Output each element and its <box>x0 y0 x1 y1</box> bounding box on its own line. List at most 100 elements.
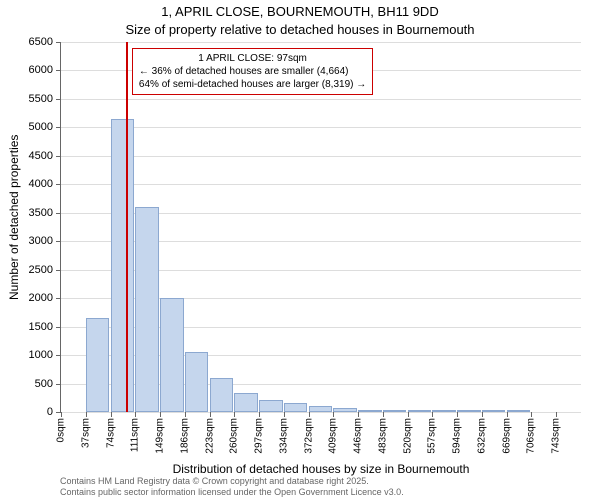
xtick <box>457 412 458 417</box>
ytick <box>56 70 61 71</box>
gridline <box>61 184 581 185</box>
xtick <box>358 412 359 417</box>
xtick-label: 632sqm <box>476 418 487 454</box>
ytick <box>56 298 61 299</box>
ytick-label: 2000 <box>29 292 53 304</box>
histogram-bar <box>383 410 407 412</box>
xtick-label: 372sqm <box>303 418 314 454</box>
xtick <box>507 412 508 417</box>
annotation-line2: ← 36% of detached houses are smaller (4,… <box>139 65 366 78</box>
xtick <box>383 412 384 417</box>
gridline <box>61 412 581 413</box>
ytick-label: 3500 <box>29 207 53 219</box>
plot-area: Distribution of detached houses by size … <box>60 42 581 413</box>
xtick-label: 483sqm <box>377 418 388 454</box>
xtick <box>234 412 235 417</box>
annotation-line3: 64% of semi-detached houses are larger (… <box>139 78 366 91</box>
ytick <box>56 42 61 43</box>
histogram-bar <box>135 207 159 412</box>
xtick <box>333 412 334 417</box>
histogram-bar <box>408 410 432 412</box>
ytick-label: 4500 <box>29 150 53 162</box>
histogram-bar <box>160 298 184 412</box>
xtick <box>432 412 433 417</box>
xtick <box>482 412 483 417</box>
ytick-label: 6000 <box>29 64 53 76</box>
gridline <box>61 156 581 157</box>
histogram-bar <box>457 410 481 412</box>
ytick-label: 5500 <box>29 93 53 105</box>
histogram-bar <box>210 378 234 412</box>
xtick <box>531 412 532 417</box>
ytick <box>56 127 61 128</box>
xtick-label: 186sqm <box>179 418 190 454</box>
chart-title: 1, APRIL CLOSE, BOURNEMOUTH, BH11 9DD <box>0 4 600 19</box>
ytick-label: 1500 <box>29 321 53 333</box>
xtick-label: 669sqm <box>501 418 512 454</box>
histogram-bar <box>86 318 110 412</box>
xtick-label: 594sqm <box>452 418 463 454</box>
ytick <box>56 99 61 100</box>
histogram-bar <box>309 406 333 412</box>
xtick-label: 297sqm <box>254 418 265 454</box>
ytick <box>56 270 61 271</box>
xtick <box>61 412 62 417</box>
ytick <box>56 384 61 385</box>
ytick-label: 4000 <box>29 178 53 190</box>
histogram-bar <box>358 410 382 412</box>
histogram-bar <box>507 410 531 412</box>
gridline <box>61 127 581 128</box>
footer-line1: Contains HM Land Registry data © Crown c… <box>60 476 404 487</box>
ytick <box>56 184 61 185</box>
marker-line <box>126 42 128 412</box>
chart-container: 1, APRIL CLOSE, BOURNEMOUTH, BH11 9DD Si… <box>0 0 600 500</box>
annotation-line1: 1 APRIL CLOSE: 97sqm <box>139 52 366 65</box>
xtick-label: 149sqm <box>155 418 166 454</box>
xtick <box>408 412 409 417</box>
ytick-label: 6500 <box>29 36 53 48</box>
histogram-bar <box>111 119 135 412</box>
xtick-label: 446sqm <box>353 418 364 454</box>
xtick <box>309 412 310 417</box>
ytick <box>56 327 61 328</box>
xtick-label: 334sqm <box>278 418 289 454</box>
gridline <box>61 42 581 43</box>
xtick-label: 0sqm <box>56 418 67 442</box>
histogram-bar <box>185 352 209 412</box>
xtick <box>259 412 260 417</box>
xtick-label: 111sqm <box>130 418 141 452</box>
histogram-bar <box>284 403 308 412</box>
ytick <box>56 241 61 242</box>
histogram-bar <box>333 408 357 412</box>
xtick-label: 706sqm <box>526 418 537 454</box>
gridline <box>61 99 581 100</box>
xtick-label: 743sqm <box>551 418 562 454</box>
xaxis-title: Distribution of detached houses by size … <box>61 462 581 476</box>
xtick <box>160 412 161 417</box>
xtick <box>210 412 211 417</box>
histogram-bar <box>432 410 456 412</box>
xtick-label: 260sqm <box>229 418 240 454</box>
xtick <box>135 412 136 417</box>
annotation-box: 1 APRIL CLOSE: 97sqm← 36% of detached ho… <box>132 48 373 95</box>
ytick-label: 500 <box>35 378 53 390</box>
ytick-label: 5000 <box>29 121 53 133</box>
xtick-label: 520sqm <box>402 418 413 454</box>
xtick-label: 557sqm <box>427 418 438 454</box>
xtick-label: 37sqm <box>80 418 91 448</box>
footer-line2: Contains public sector information licen… <box>60 487 404 498</box>
histogram-bar <box>482 410 506 412</box>
ytick-label: 0 <box>47 406 53 418</box>
ytick-label: 2500 <box>29 264 53 276</box>
ytick-label: 3000 <box>29 235 53 247</box>
xtick <box>111 412 112 417</box>
xtick-label: 409sqm <box>328 418 339 454</box>
xtick <box>86 412 87 417</box>
ytick <box>56 156 61 157</box>
xtick <box>185 412 186 417</box>
chart-footer: Contains HM Land Registry data © Crown c… <box>60 476 404 498</box>
xtick-label: 74sqm <box>105 418 116 448</box>
xtick-label: 223sqm <box>204 418 215 454</box>
histogram-bar <box>234 393 258 412</box>
chart-subtitle: Size of property relative to detached ho… <box>0 22 600 37</box>
